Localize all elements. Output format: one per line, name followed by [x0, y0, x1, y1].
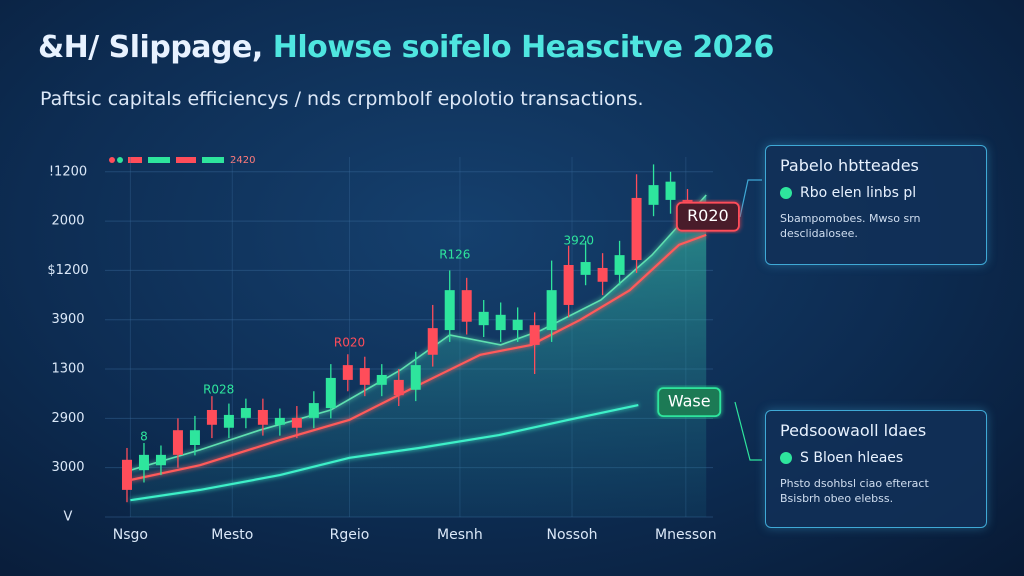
- candle-body: [155, 454, 166, 466]
- candle-body: [597, 267, 608, 282]
- panel-title: Pedsoowaoll ldaes: [780, 421, 927, 440]
- candle-body: [563, 265, 574, 305]
- candle-body: [240, 408, 251, 418]
- panel-title: Pabelo hbtteades: [780, 156, 919, 175]
- title: &H/ Slippage, Hlowse soifelo Heascitve 2…: [38, 30, 774, 65]
- candle-body: [308, 403, 319, 418]
- candle-body: [512, 319, 523, 331]
- candle-body: [665, 181, 676, 200]
- info-panel: Pabelo hbtteades Rbo elen linbs pl Sbamp…: [765, 145, 987, 265]
- candle-body: [393, 379, 404, 396]
- candle-body: [291, 417, 302, 428]
- panel-text: Phsto dsohbsl ciao efteract Bsisbrh obeo…: [780, 477, 929, 505]
- line: [130, 233, 707, 482]
- candle-body: [495, 314, 506, 331]
- candle-body: [478, 311, 489, 326]
- candle-body: [257, 409, 268, 425]
- x-tick-label: Nossoh: [546, 527, 597, 543]
- candle-body: [189, 430, 200, 445]
- y-tick-label: 1300: [51, 362, 84, 377]
- legend-dot: [117, 157, 123, 163]
- x-tick-label: Mnesson: [655, 527, 717, 543]
- panel-item: S Bloen hleaes: [780, 450, 972, 466]
- candle-body: [631, 197, 642, 261]
- x-tick-label: Nsgo: [113, 527, 148, 543]
- candle-body: [342, 365, 353, 380]
- panel-item: Rbo elen linbs pl: [780, 185, 972, 201]
- panel-item-text: S Bloen hleaes: [800, 450, 904, 466]
- y-tick-label: !1200: [49, 164, 87, 179]
- candle-body: [546, 290, 557, 331]
- legend: 2420: [109, 155, 255, 166]
- candle-body: [529, 325, 540, 345]
- candle-body: [206, 409, 217, 425]
- y-tick-label: 2900: [51, 411, 84, 426]
- callout-label: R020: [687, 206, 729, 225]
- legend-swatch: [128, 157, 142, 163]
- legend-swatch: [202, 157, 224, 163]
- candle-body: [444, 290, 455, 331]
- annotation: R028: [203, 382, 234, 396]
- y-tick-label: V: [64, 510, 73, 525]
- x-tick-label: Rgeio: [330, 527, 370, 543]
- candle-body: [376, 374, 387, 385]
- y-tick-label: $1200: [47, 263, 88, 278]
- area: [130, 195, 707, 517]
- candle-body: [427, 328, 438, 355]
- candle-body: [138, 454, 149, 471]
- panel-icon: [780, 187, 792, 199]
- candle-body: [614, 255, 625, 275]
- legend-dot: [109, 157, 115, 163]
- candle-body: [172, 430, 183, 455]
- annotation: 3920: [564, 233, 595, 247]
- callout-box: [676, 201, 740, 232]
- candle-body: [410, 365, 421, 390]
- annotation: R126: [439, 248, 470, 262]
- connector: [739, 179, 762, 218]
- y-tick-label: 2000: [51, 214, 84, 229]
- candle-body: [325, 377, 336, 409]
- candle-body: [121, 459, 132, 490]
- panel-text: Sbampomobes. Mwso srn desclidalosee.: [780, 212, 921, 240]
- legend-swatch: [176, 157, 196, 163]
- candle-body: [274, 417, 285, 425]
- candle-body: [648, 185, 659, 205]
- candle-body: [359, 368, 370, 385]
- candle-body: [461, 290, 472, 322]
- candle-body: [580, 262, 591, 275]
- title-highlight: Hlowse soifelo Heascitve 2026: [272, 30, 775, 65]
- title-text: &H/ Slippage,: [38, 30, 263, 65]
- panel-item-text: Rbo elen linbs pl: [800, 185, 917, 201]
- x-tick-label: Mesto: [211, 527, 253, 543]
- candle-body: [223, 414, 234, 428]
- callout-box: [657, 387, 722, 417]
- panel-icon: [780, 452, 792, 464]
- legend-label: 2420: [230, 155, 255, 166]
- x-tick-label: Mesnh: [437, 527, 483, 543]
- info-panel: Pedsoowaoll ldaes S Bloen hleaes Phsto d…: [765, 410, 987, 528]
- annotation: 8: [140, 430, 148, 444]
- annotation: R020: [334, 335, 365, 349]
- line: [130, 404, 639, 502]
- connector: [734, 401, 762, 461]
- y-tick-label: 3900: [51, 312, 84, 327]
- legend-swatch: [148, 157, 170, 163]
- subtitle: Paftsic capitals efficiencys / nds crpmb…: [40, 88, 644, 110]
- callout-label: Wase: [668, 392, 711, 411]
- y-tick-label: 3000: [51, 460, 84, 475]
